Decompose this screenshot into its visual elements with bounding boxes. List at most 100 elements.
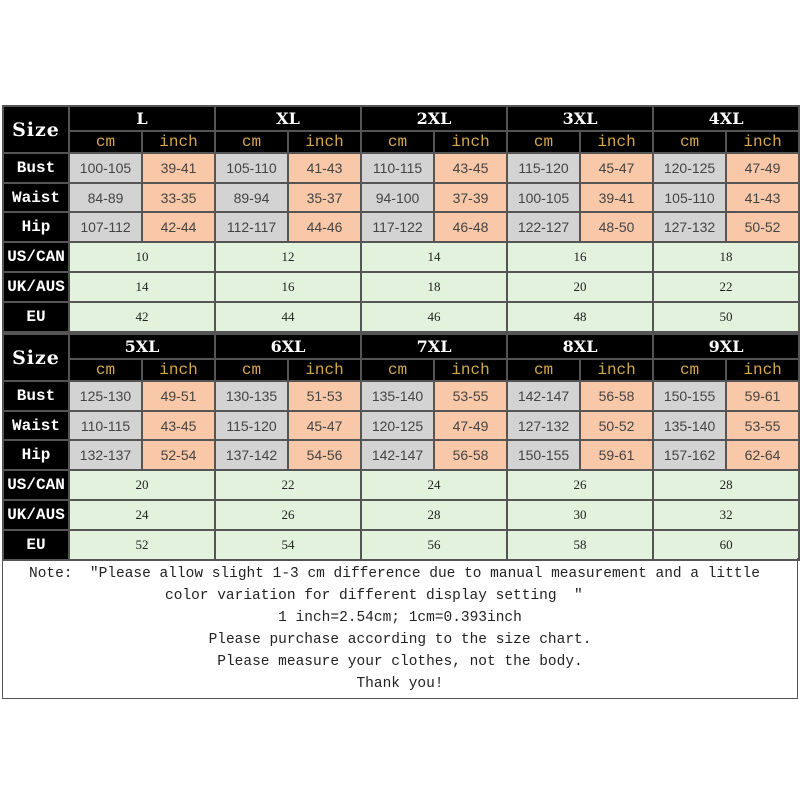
row-label-waist: Waist <box>2 182 70 213</box>
hip-cm-cell: 137-142 <box>214 439 290 471</box>
size-name: 5XL <box>67 333 217 360</box>
uk-size-cell: 20 <box>506 271 655 303</box>
row-label-us: US/CAN <box>2 241 70 273</box>
row-hip: Hip 107-112 42-44 112-117 44-46 117-122 46-48 1… <box>2 211 800 243</box>
note-line-3: 1 inch=2.54cm; 1cm=0.393inch <box>278 610 522 626</box>
row-us: US/CAN 10 12 14 16 18 <box>2 241 800 273</box>
bust-inch-cell: 53-55 <box>433 380 509 412</box>
size-chart: Size L XL 2XL 3XL 4XL cm inch cm inch cm inch cm inch… <box>2 105 800 561</box>
us-size-cell: 12 <box>213 241 363 273</box>
eu-size-cell: 48 <box>506 301 655 333</box>
uk-size-cell: 18 <box>360 271 509 303</box>
bust-inch-cell: 49-51 <box>140 380 217 412</box>
size-name: XL <box>213 105 363 132</box>
bust-cm-cell: 105-110 <box>214 152 289 184</box>
unit-cm: cm <box>214 358 290 382</box>
bust-cm-cell: 135-140 <box>360 380 436 412</box>
row-label-hip: Hip <box>2 211 70 243</box>
bust-cm-cell: 125-130 <box>68 380 143 412</box>
waist-cm-cell: 127-132 <box>506 410 582 441</box>
row-hip: Hip 132-137 52-54 137-142 54-56 142-147 56-58 1… <box>2 439 800 471</box>
waist-cm-cell: 120-125 <box>360 410 436 441</box>
unit-cm: cm <box>68 358 143 382</box>
waist-cm-cell: 110-115 <box>68 410 143 441</box>
unit-cm: cm <box>652 358 728 382</box>
unit-inch: inch <box>140 358 217 382</box>
waist-inch-cell: 39-41 <box>579 182 655 213</box>
bust-cm-cell: 130-135 <box>214 380 290 412</box>
size-header: Size <box>2 333 70 382</box>
bust-inch-cell: 39-41 <box>141 152 216 184</box>
uk-size-cell: 22 <box>652 271 800 303</box>
uk-size-cell: 30 <box>506 499 655 531</box>
bust-cm-cell: 120-125 <box>652 152 728 184</box>
hip-cm-cell: 132-137 <box>68 439 143 471</box>
waist-cm-cell: 100-105 <box>506 182 582 213</box>
waist-inch-cell: 45-47 <box>287 410 363 441</box>
hip-cm-cell: 127-132 <box>652 211 728 243</box>
row-label-uk: UK/AUS <box>2 499 70 531</box>
row-us: US/CAN 20 22 24 26 28 <box>2 469 800 501</box>
unit-cm: cm <box>506 358 582 382</box>
bust-inch-cell: 43-45 <box>433 152 509 184</box>
eu-size-cell: 46 <box>360 301 509 333</box>
waist-inch-cell: 41-43 <box>725 182 800 213</box>
us-size-cell: 20 <box>67 469 217 501</box>
row-uk: UK/AUS 24 26 28 30 32 <box>2 499 800 531</box>
row-waist: Waist 110-115 43-45 115-120 45-47 120-125 47-4… <box>2 410 800 441</box>
unit-cm: cm <box>68 130 143 154</box>
waist-cm-cell: 135-140 <box>652 410 728 441</box>
eu-size-cell: 44 <box>213 301 363 333</box>
note-line-4: Please purchase according to the size ch… <box>208 632 592 648</box>
uk-size-cell: 16 <box>213 271 363 303</box>
hip-inch-cell: 44-46 <box>286 211 363 243</box>
size-name: 3XL <box>506 105 655 132</box>
note-line-6: Thank you! <box>356 676 444 692</box>
size-header: Size <box>2 105 70 154</box>
unit-inch: inch <box>725 358 800 382</box>
hip-inch-cell: 62-64 <box>725 439 800 471</box>
bust-cm-cell: 150-155 <box>652 380 728 412</box>
unit-cm: cm <box>652 130 728 154</box>
eu-size-cell: 54 <box>214 529 363 561</box>
uk-size-cell: 28 <box>360 499 509 531</box>
eu-size-cell: 42 <box>68 301 216 333</box>
us-size-cell: 28 <box>652 469 800 501</box>
waist-inch-cell: 37-39 <box>433 182 509 213</box>
eu-size-cell: 58 <box>506 529 655 561</box>
unit-inch: inch <box>725 130 800 154</box>
size-name: 9XL <box>652 333 800 360</box>
bust-cm-cell: 115-120 <box>506 152 582 184</box>
row-uk: UK/AUS 14 16 18 20 22 <box>2 271 800 303</box>
eu-size-cell: 50 <box>652 301 800 333</box>
unit-inch: inch <box>433 358 509 382</box>
note-line-1: Note: "Please allow slight 1-3 cm differ… <box>29 566 760 582</box>
size-name: 7XL <box>360 333 509 360</box>
size-table-block-1: Size L XL 2XL 3XL 4XL cm inch cm inch cm inch cm inch… <box>2 105 800 333</box>
hip-cm-cell: 107-112 <box>68 211 143 243</box>
uk-size-cell: 14 <box>68 271 216 303</box>
row-label-us: US/CAN <box>2 469 70 501</box>
waist-cm-cell: 89-94 <box>214 182 289 213</box>
bust-inch-cell: 47-49 <box>725 152 800 184</box>
waist-inch-cell: 43-45 <box>140 410 217 441</box>
waist-inch-cell: 35-37 <box>286 182 363 213</box>
row-eu: EU 52 54 56 58 60 <box>2 529 800 561</box>
bust-cm-cell: 100-105 <box>68 152 143 184</box>
unit-cm: cm <box>360 130 436 154</box>
row-label-waist: Waist <box>2 410 70 441</box>
hip-inch-cell: 42-44 <box>141 211 216 243</box>
us-size-cell: 14 <box>360 241 509 273</box>
waist-cm-cell: 84-89 <box>68 182 143 213</box>
row-label-bust: Bust <box>2 152 70 184</box>
row-label-eu: EU <box>2 529 70 561</box>
uk-size-cell: 26 <box>214 499 363 531</box>
unit-cm: cm <box>214 130 289 154</box>
bust-cm-cell: 142-147 <box>506 380 582 412</box>
note-line-2: color variation for different display se… <box>165 588 583 604</box>
hip-cm-cell: 150-155 <box>506 439 582 471</box>
uk-size-cell: 32 <box>652 499 800 531</box>
unit-inch: inch <box>287 358 363 382</box>
bust-inch-cell: 41-43 <box>286 152 363 184</box>
unit-cm: cm <box>360 358 436 382</box>
